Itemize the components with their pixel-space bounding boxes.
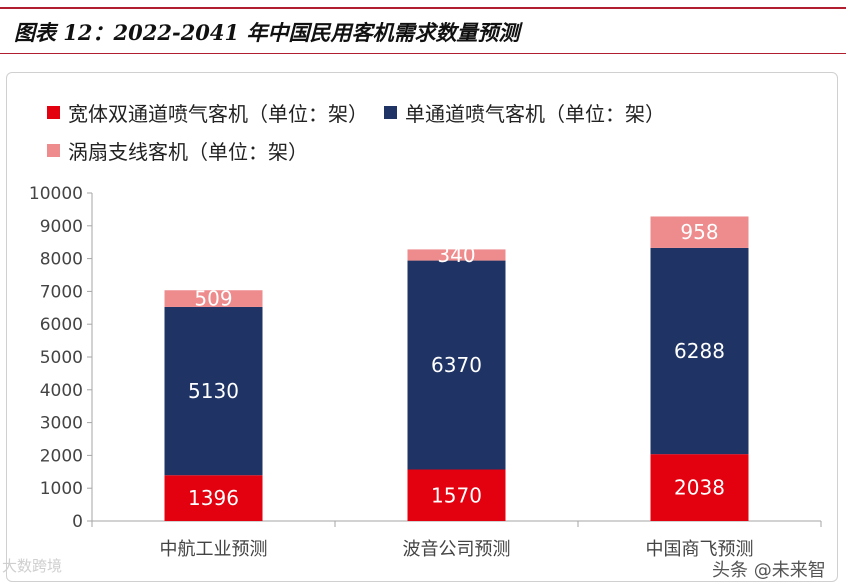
bar-segment-narrow — [650, 247, 749, 455]
stacked-bar-plot: 0 1000 2000 3000 4000 5000 6000 7000 8000 9000 100… — [29, 184, 822, 560]
bar-segment-turbo — [407, 249, 506, 261]
y-tick-label: 4000 — [40, 381, 83, 401]
bar-segment-narrow — [164, 306, 263, 476]
watermark-right: 头条 @未来智 — [712, 560, 826, 581]
y-tick-label: 6000 — [40, 315, 83, 335]
legend-swatch-wide — [47, 105, 60, 119]
legend-swatch-narrow — [384, 105, 397, 119]
x-category-label: 波音公司预测 — [403, 539, 511, 560]
y-tick-label: 0 — [72, 512, 83, 532]
y-tick-label: 8000 — [40, 250, 83, 270]
legend-row-1: 宽体双通道喷气客机（单位：架） 单通道喷气客机（单位：架） — [47, 93, 827, 131]
chart-frame: 宽体双通道喷气客机（单位：架） 单通道喷气客机（单位：架） 涡扇支线客机（单位：… — [6, 72, 838, 582]
chart-title: 图表 12：2022-2041 年中国民用客机需求数量预测 — [14, 20, 520, 45]
legend-row-2: 涡扇支线客机（单位：架） — [47, 131, 827, 169]
y-tick-label: 2000 — [40, 446, 83, 466]
data-label-narrow: 6288 — [674, 339, 725, 363]
y-tick-label: 10000 — [29, 184, 83, 204]
legend-label-narrow: 单通道喷气客机（单位：架） — [405, 101, 665, 126]
y-tick-label: 7000 — [40, 282, 83, 302]
data-label-wide: 1570 — [431, 483, 482, 507]
legend-item-turbo: 涡扇支线客机（单位：架） — [47, 136, 308, 165]
legend-swatch-turbo — [47, 143, 60, 157]
title-top-rule — [0, 7, 846, 9]
data-label-narrow: 5130 — [188, 379, 239, 403]
watermark-left: 大数跨境 — [2, 557, 63, 575]
bar-segment-wide — [650, 454, 749, 521]
x-category-label: 中航工业预测 — [160, 539, 268, 560]
y-tick-label: 9000 — [40, 217, 83, 237]
data-label-turbo: 509 — [194, 287, 232, 311]
legend-label-wide: 宽体双通道喷气客机（单位：架） — [68, 101, 368, 126]
y-tick-label: 5000 — [40, 348, 83, 368]
bar-segment-wide — [407, 469, 506, 521]
legend-label-turbo: 涡扇支线客机（单位：架） — [68, 139, 308, 164]
data-label-turbo: 958 — [680, 220, 718, 244]
legend-item-narrow: 单通道喷气客机（单位：架） — [384, 98, 665, 127]
bar-segment-narrow — [407, 260, 506, 470]
bar-segment-turbo — [650, 216, 749, 248]
data-label-narrow: 6370 — [431, 353, 482, 377]
y-tick-label: 3000 — [40, 414, 83, 434]
x-category-label: 中国商飞预测 — [646, 539, 754, 560]
legend-item-wide: 宽体双通道喷气客机（单位：架） — [47, 98, 368, 127]
data-label-wide: 1396 — [188, 486, 239, 510]
title-bottom-rule — [0, 53, 846, 54]
data-label-wide: 2038 — [674, 476, 725, 500]
y-tick-label: 1000 — [40, 479, 83, 499]
bar-segment-wide — [164, 475, 263, 521]
bar-segment-turbo — [164, 290, 263, 307]
data-label-turbo: 340 — [437, 243, 475, 267]
chart-legend: 宽体双通道喷气客机（单位：架） 单通道喷气客机（单位：架） 涡扇支线客机（单位：… — [47, 93, 827, 169]
